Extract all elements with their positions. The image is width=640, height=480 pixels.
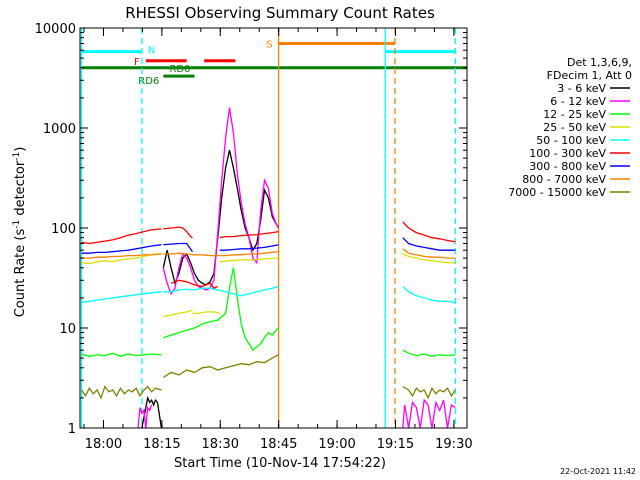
- series-7-line-1: [163, 251, 279, 257]
- series-5-line-4: [402, 221, 456, 243]
- legend-label-2: 12 - 25 keV: [543, 108, 606, 121]
- x-tick-label-6: 19:30: [435, 437, 472, 452]
- y-tick-label-1: 10: [59, 322, 76, 337]
- y-axis-label: Count Rate (s-1 detector-1): [12, 147, 28, 318]
- y-tick-label-0: 1: [68, 422, 76, 437]
- y-axis-label-sup2: -1: [12, 152, 22, 161]
- series-8-line-0: [81, 385, 162, 400]
- y-tick-label-4: 10000: [35, 22, 76, 37]
- legend-label-3: 25 - 50 keV: [543, 121, 606, 134]
- series-6-line-2: [219, 244, 279, 251]
- series-3-line-0: [81, 252, 162, 265]
- series-8-line-1: [162, 354, 279, 379]
- series-6-line-3: [402, 237, 456, 251]
- legend-header-1: FDecim 1, Att 0: [547, 69, 632, 82]
- series-8-line-2: [402, 385, 456, 400]
- x-tick-label-2: 18:30: [202, 437, 239, 452]
- series-2-line-1: [163, 267, 280, 352]
- series-7-line-2: [402, 248, 456, 259]
- x-tick-label-3: 18:45: [260, 437, 297, 452]
- series-1-line-2: [402, 398, 456, 429]
- state-bar-label-f: F: [134, 57, 140, 68]
- series-5-line-3: [219, 230, 279, 239]
- state-bar-label-rd0: RD0: [169, 64, 190, 75]
- instrument-state-lines: [80, 28, 456, 428]
- series-4-line-0: [81, 291, 162, 304]
- series-4-line-1: [163, 285, 279, 297]
- legend-label-7: 800 - 7000 keV: [522, 173, 606, 186]
- legend-header-0: Det 1,3,6,9,: [567, 56, 632, 69]
- series-3-line-2: [192, 311, 220, 315]
- y-axis: 1 10 100 1000 10000: [35, 22, 467, 437]
- series-5-line-1: [163, 226, 193, 239]
- series-3-line-4: [402, 253, 456, 264]
- state-bar-label-rd6: RD6: [138, 76, 159, 87]
- y-tick-label-3: 1000: [43, 122, 76, 137]
- y-axis-label-main: Count Rate (s: [13, 229, 28, 318]
- series-6-line-0: [81, 244, 162, 254]
- legend-label-5: 100 - 300 keV: [529, 147, 606, 160]
- y-tick-label-2: 100: [51, 222, 76, 237]
- x-tick-label-0: 18:00: [85, 437, 122, 452]
- series-5-line-0: [81, 228, 162, 245]
- y-axis-label-end: ): [13, 147, 28, 152]
- y-axis-label-sup1: -1: [12, 220, 22, 229]
- x-axis: 18:00 18:15 18:30 18:45 19:00 19:15 19:30: [83, 28, 473, 452]
- y-axis-label-mid: detector: [13, 160, 28, 220]
- x-tick-label-1: 18:15: [143, 437, 180, 452]
- series-1-line-0: [137, 404, 153, 429]
- series-7-line-0: [81, 253, 162, 259]
- legend-label-6: 300 - 800 keV: [529, 160, 606, 173]
- series-lines: [81, 107, 456, 429]
- x-axis-label: Start Time (10-Nov-14 17:54:22): [174, 456, 386, 471]
- chart-title: RHESSI Observing Summary Count Rates: [125, 4, 435, 22]
- series-5-line-2: [170, 279, 219, 289]
- series-4-line-2: [402, 286, 456, 304]
- state-bar-label-s: S: [266, 39, 272, 50]
- series-2-line-0: [81, 352, 162, 358]
- x-tick-label-5: 19:15: [377, 437, 414, 452]
- timestamp: 22-Oct-2021 11:42: [560, 467, 636, 476]
- state-bar-label-n: N: [148, 46, 155, 57]
- series-0-line-1: [162, 150, 280, 286]
- series-6-line-1: [163, 242, 194, 253]
- x-tick-label-4: 19:00: [318, 437, 355, 452]
- legend-label-0: 3 - 6 keV: [557, 82, 606, 95]
- series-0-line-0: [141, 395, 163, 429]
- series-3-line-3: [219, 257, 279, 263]
- legend-label-4: 50 - 100 keV: [536, 134, 606, 147]
- legend-label-8: 7000 - 15000 keV: [508, 186, 606, 199]
- legend-label-1: 6 - 12 keV: [550, 95, 606, 108]
- series-2-line-2: [402, 349, 456, 358]
- series-3-line-1: [163, 309, 193, 318]
- state-bars: NF S RD0 RD6: [81, 39, 467, 87]
